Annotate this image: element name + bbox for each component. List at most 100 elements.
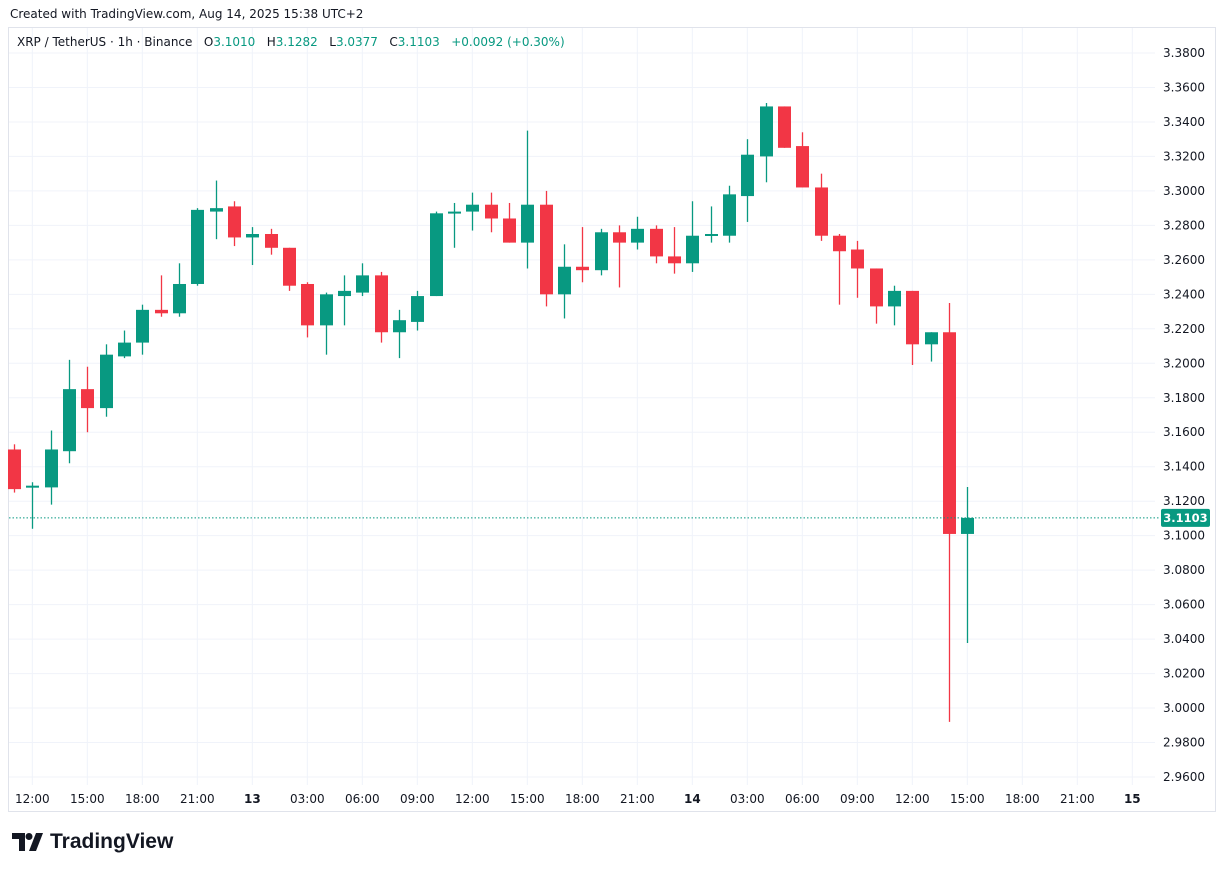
- price-tick-label: 3.2200: [1163, 322, 1205, 336]
- candle-body-up: [448, 211, 461, 214]
- tradingview-logo[interactable]: TradingView: [12, 830, 173, 854]
- candle-body-down: [833, 235, 846, 252]
- created-caption: Created with TradingView.com, Aug 14, 20…: [10, 7, 364, 21]
- candle-body-up: [888, 290, 901, 307]
- candle-body-up: [118, 342, 131, 357]
- high-value: 3.1282: [275, 35, 318, 49]
- candle-body-up: [741, 154, 754, 197]
- candle-body-down: [375, 275, 388, 333]
- time-tick-label: 21:00: [180, 792, 215, 806]
- candle-body-up: [338, 290, 351, 297]
- candle-body-up: [191, 209, 204, 284]
- candle-body-up: [723, 194, 736, 236]
- price-tick-label: 2.9600: [1163, 770, 1205, 784]
- candle-body-down: [81, 389, 94, 409]
- price-tick-label: 3.3800: [1163, 46, 1205, 60]
- price-tick-label: 3.3600: [1163, 80, 1205, 94]
- candle-body-down: [943, 332, 956, 534]
- candle-body-down: [265, 234, 278, 248]
- candle-body-down: [796, 146, 809, 188]
- time-tick-label: 06:00: [785, 792, 820, 806]
- candle-body-up: [521, 204, 534, 243]
- candle-body-down: [576, 266, 589, 271]
- low-label: L: [329, 35, 336, 49]
- candle-body-up: [595, 232, 608, 271]
- time-tick-label: 15: [1124, 792, 1141, 806]
- time-tick-label: 03:00: [290, 792, 325, 806]
- low-value: 3.0377: [335, 35, 378, 49]
- price-tick-label: 3.0800: [1163, 563, 1205, 577]
- tradingview-logo-icon: [12, 833, 43, 851]
- candle-body-down: [668, 256, 681, 264]
- candle-body-up: [760, 106, 773, 157]
- time-tick-label: 21:00: [620, 792, 655, 806]
- logo-text: TradingView: [50, 830, 174, 853]
- open-value: 3.1010: [213, 35, 256, 49]
- time-tick-label: 09:00: [840, 792, 875, 806]
- candle-body-up: [63, 389, 76, 452]
- candle-body-down: [155, 309, 168, 314]
- candle-body-up: [45, 449, 58, 488]
- candle-body-up: [356, 275, 369, 293]
- price-tick-label: 3.0200: [1163, 667, 1205, 681]
- change-value: +0.0092 (+0.30%): [451, 35, 565, 49]
- candle-body-down: [8, 449, 21, 490]
- candle-body-down: [228, 206, 241, 238]
- price-tick-label: 3.2800: [1163, 218, 1205, 232]
- candle-body-up: [100, 354, 113, 409]
- candle-body-down: [485, 204, 498, 219]
- close-label: C: [389, 35, 398, 49]
- high-label: H: [266, 35, 276, 49]
- price-tick-label: 3.1200: [1163, 494, 1205, 508]
- candle-body-up: [26, 485, 39, 488]
- time-tick-label: 14: [684, 792, 701, 806]
- price-tick-label: 3.2000: [1163, 356, 1205, 370]
- price-tick-label: 3.3400: [1163, 115, 1205, 129]
- last-price-badge: [1161, 508, 1210, 527]
- candle-body-down: [301, 283, 314, 326]
- time-tick-label: 15:00: [510, 792, 545, 806]
- candles: [8, 102, 974, 722]
- symbol-name[interactable]: XRP / TetherUS · 1h · Binance: [17, 35, 193, 49]
- candle-body-down: [503, 218, 516, 243]
- price-tick-label: 3.0400: [1163, 632, 1205, 646]
- time-tick-label: 21:00: [1060, 792, 1095, 806]
- candle-body-up: [393, 320, 406, 333]
- price-tick-label: 3.2400: [1163, 287, 1205, 301]
- last-price-label: 3.1103: [1163, 511, 1207, 525]
- candle-body-down: [778, 106, 791, 148]
- chart-frame: [8, 27, 1216, 812]
- candle-body-down: [650, 228, 663, 257]
- time-tick-label: 12:00: [15, 792, 50, 806]
- candle-body-up: [705, 234, 718, 236]
- candle-body-up: [925, 332, 938, 345]
- price-tick-label: 3.3000: [1163, 184, 1205, 198]
- price-tick-label: 3.1600: [1163, 425, 1205, 439]
- candle-body-up: [210, 208, 223, 212]
- candle-body-up: [686, 235, 699, 264]
- time-tick-label: 12:00: [895, 792, 930, 806]
- candle-body-up: [558, 266, 571, 295]
- price-tick-label: 3.3200: [1163, 149, 1205, 163]
- symbol-legend: XRP / TetherUS · 1h · Binance O3.1010 H3…: [17, 35, 565, 49]
- candle-body-down: [906, 290, 919, 345]
- candle-body-up: [246, 234, 259, 238]
- price-tick-label: 2.9800: [1163, 736, 1205, 750]
- close-value: 3.1103: [397, 35, 440, 49]
- grid: [9, 28, 1155, 785]
- price-tick-label: 3.1800: [1163, 391, 1205, 405]
- last-price-marker: 3.1103: [9, 508, 1210, 527]
- time-tick-label: 13: [244, 792, 261, 806]
- price-tick-label: 3.0600: [1163, 598, 1205, 612]
- time-tick-label: 09:00: [400, 792, 435, 806]
- time-tick-label: 15:00: [950, 792, 985, 806]
- candle-body-up: [631, 228, 644, 243]
- candle-body-up: [430, 213, 443, 297]
- candle-body-down: [851, 249, 864, 269]
- candle-body-up: [466, 204, 479, 212]
- price-axis: 3.3800 3.3600 3.3400 3.3200 3.3000 3.2800 3.26…: [1163, 46, 1205, 784]
- candle-body-down: [540, 204, 553, 295]
- time-axis: 12:00 15:00 18:00 21:00 13 03:00 06:00 09:00 12:…: [15, 792, 1141, 806]
- candle-body-up: [320, 294, 333, 326]
